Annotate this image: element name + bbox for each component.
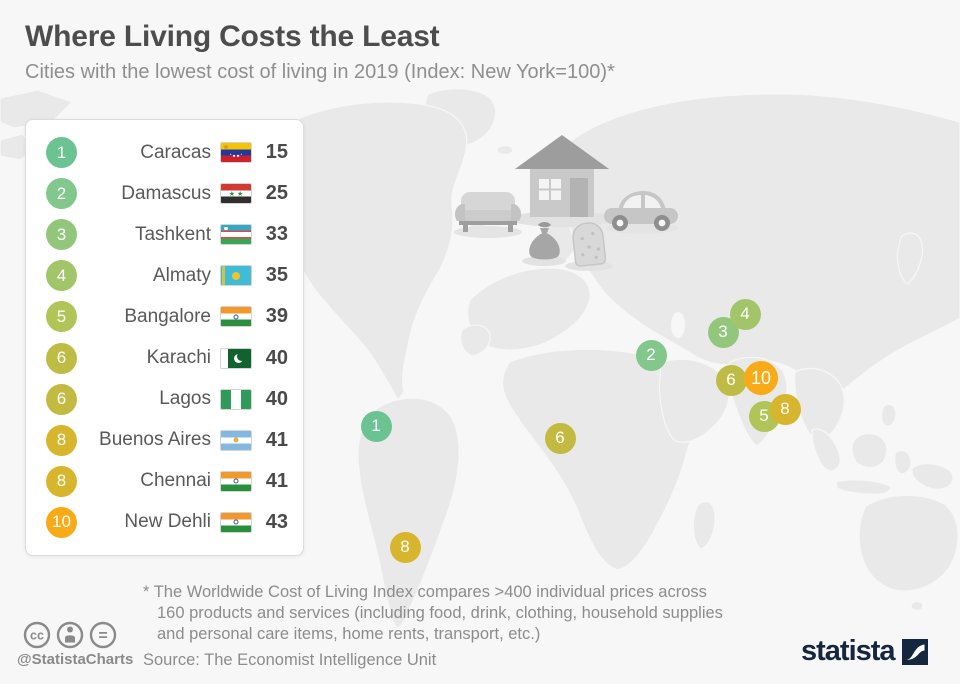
index-value: 40 [265,387,288,410]
kazakhstan-flag-icon [220,265,252,287]
footnote: * The Worldwide Cost of Living Index com… [143,582,723,645]
city-label: New Dehli [124,511,211,533]
cost-of-living-illustration [454,135,678,271]
rank-badge: 3 [46,219,77,251]
page-subtitle: Cities with the lowest cost of living in… [25,61,615,83]
index-value: 40 [265,346,288,369]
map-marker-chennai: 8 [769,393,801,425]
city-label: Buenos Aires [99,429,211,451]
car-icon [604,191,678,231]
nigeria-flag-icon [220,388,252,410]
statista-logo-text: statista [801,635,896,667]
cc-icon: cc [30,629,44,643]
footnote-line: * The Worldwide Cost of Living Index com… [143,583,707,601]
source-label: Source: The Economist Intelligence Unit [143,651,437,669]
city-label: Bangalore [124,305,211,327]
sofa-icon [454,192,522,232]
india-flag-icon [220,511,252,533]
city-label: Karachi [146,347,211,369]
statista-charts-handle: @StatistaCharts [17,651,134,668]
venezuela-flag-icon [220,142,252,164]
map-marker-buenos-aires: 8 [389,531,421,563]
statista-logo: statista [801,637,928,666]
india-flag-icon [220,470,252,492]
city-label: Chennai [140,470,211,492]
uzbekistan-flag-icon [220,224,252,246]
footnote-line: 160 products and services (including foo… [157,604,723,622]
argentina-flag-icon [220,429,252,451]
rank-badge: 8 [46,424,77,456]
index-value: 43 [265,510,288,533]
map-marker-lagos: 6 [544,422,576,454]
house-icon [515,135,609,217]
pakistan-flag-icon [220,347,252,369]
city-label: Lagos [159,388,211,410]
city-label: Tashkent [134,223,211,245]
map-marker-new-dehli: 10 [744,361,778,395]
index-value: 33 [265,223,288,246]
index-value: 25 [265,182,288,205]
list-item: 10 New Dehli 43 [46,502,288,543]
no-derivatives-equals-icon: = [98,628,107,645]
syria-flag-icon [220,183,252,205]
list-item: 6 Lagos 40 [46,379,288,420]
map-marker-damascus: 2 [635,339,667,371]
bread-icon [572,222,607,267]
index-value: 41 [265,469,288,492]
list-item: 6 Karachi 40 [46,338,288,379]
rank-list: 1 Caracas 15 2 Damascus 25 3 Tashkent 33 4 Almaty 3… [25,119,304,556]
rank-badge: 10 [46,506,77,538]
city-label: Damascus [121,182,211,204]
rank-badge: 8 [46,465,77,497]
list-item: 5 Bangalore 39 [46,296,288,337]
map-marker-caracas: 1 [360,410,392,442]
index-value: 41 [265,428,288,451]
header: Where Living Costs the Least Cities with… [25,20,615,84]
attribution-person-icon [65,626,75,643]
index-value: 39 [265,305,288,328]
rank-badge: 5 [46,301,77,333]
map-marker-karachi: 6 [715,364,747,396]
money-bag-icon [529,222,560,260]
list-item: 8 Chennai 41 [46,461,288,502]
city-label: Almaty [152,264,211,286]
footnote-line: and personal care items, home rents, tra… [157,625,541,643]
city-label: Caracas [140,141,211,163]
page-title: Where Living Costs the Least [25,20,440,53]
statista-logo-mark [901,638,928,665]
list-item: 2 Damascus 25 [46,173,288,214]
rank-badge: 2 [46,178,77,210]
list-item: 1 Caracas 15 [46,132,288,173]
index-value: 15 [265,141,288,164]
rank-badge: 4 [46,260,77,292]
rank-badge: 6 [46,383,77,415]
india-flag-icon [220,306,252,328]
list-item: 4 Almaty 35 [46,255,288,296]
index-value: 35 [265,264,288,287]
map-marker-almaty: 4 [729,298,761,330]
list-item: 3 Tashkent 33 [46,214,288,255]
rank-badge: 1 [46,137,77,169]
cc-license-icons: cc = [23,621,117,649]
list-item: 8 Buenos Aires 41 [46,420,288,461]
rank-badge: 6 [46,342,77,374]
